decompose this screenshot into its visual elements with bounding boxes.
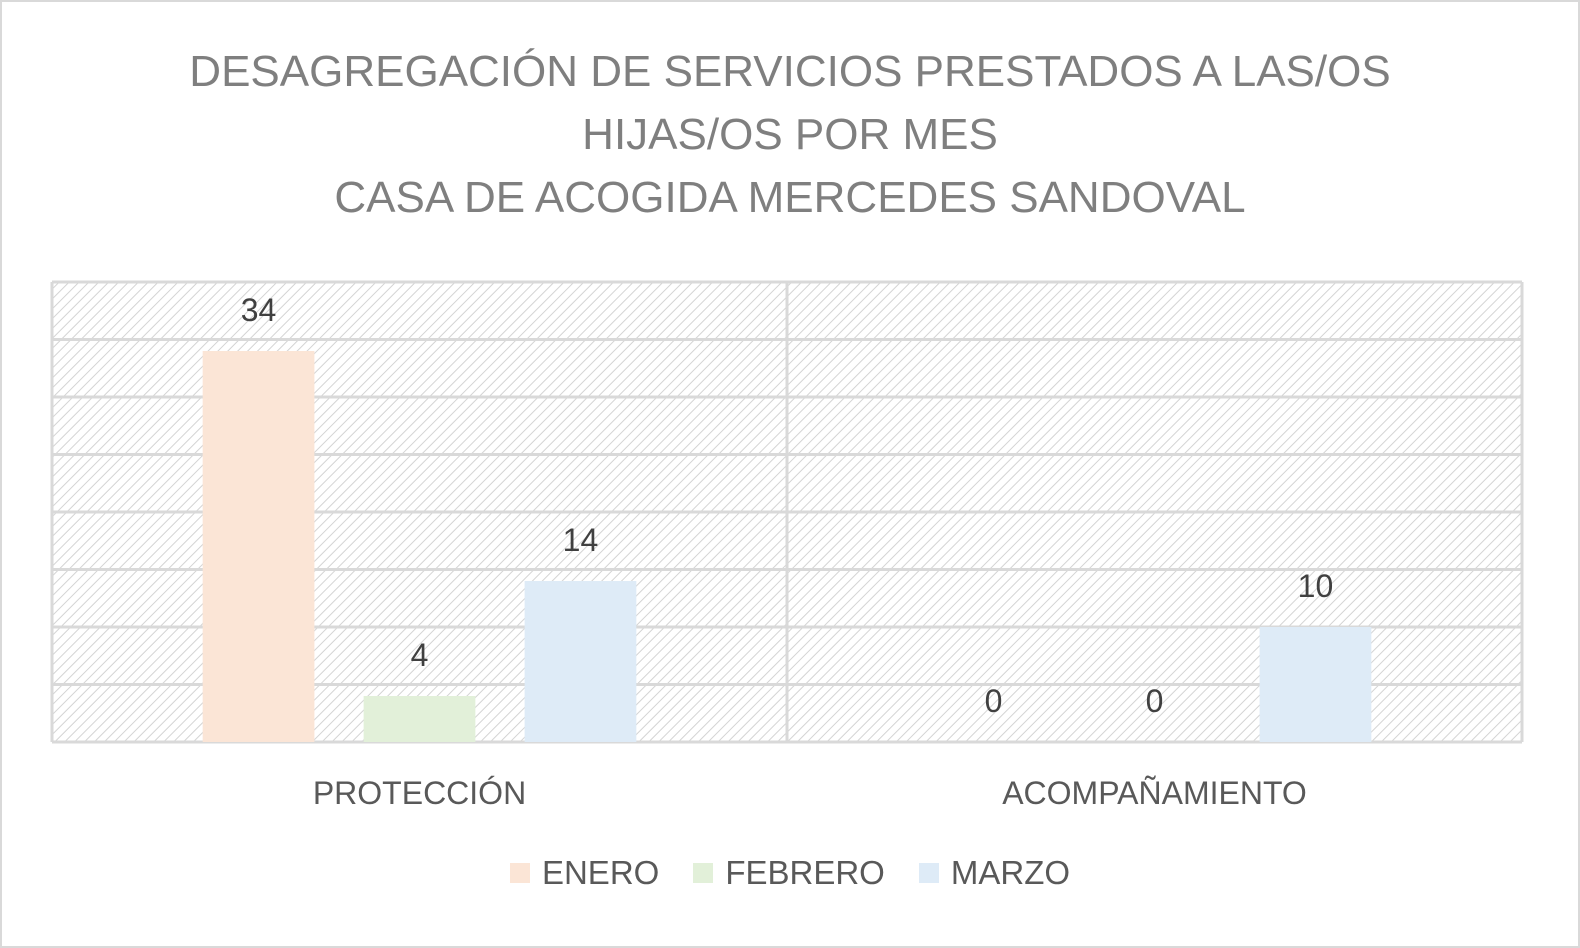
bar-febrero-0 xyxy=(363,696,476,742)
chart-title-line-3: CASA DE ACOGIDA MERCEDES SANDOVAL xyxy=(334,173,1246,222)
legend-item-enero: ENERO xyxy=(509,854,660,892)
data-label-marzo-1: 10 xyxy=(1298,568,1334,604)
bar-enero-0 xyxy=(202,351,315,742)
chart-title: DESAGREGACIÓN DE SERVICIOS PRESTADOS A L… xyxy=(2,40,1578,229)
bar-marzo-1 xyxy=(1259,627,1372,742)
legend-label-enero: ENERO xyxy=(541,854,660,891)
data-label-marzo-0: 14 xyxy=(563,522,599,558)
legend-swatch-marzo xyxy=(918,863,939,883)
data-label-febrero-0: 4 xyxy=(411,637,429,673)
bar-marzo-0 xyxy=(524,581,637,742)
legend-swatch-enero xyxy=(509,863,530,883)
chart-legend: ENERO FEBRERO MARZO xyxy=(2,854,1578,892)
legend-label-febrero: FEBRERO xyxy=(725,854,885,891)
legend-item-marzo: MARZO xyxy=(918,854,1071,892)
category-label-0: PROTECCIÓN xyxy=(313,775,526,811)
chart-title-line-1: DESAGREGACIÓN DE SERVICIOS PRESTADOS A L… xyxy=(189,47,1391,96)
data-label-enero-0: 34 xyxy=(241,292,277,328)
legend-label-marzo: MARZO xyxy=(950,854,1071,891)
category-label-1: ACOMPAÑAMIENTO xyxy=(1002,775,1307,811)
legend-swatch-febrero xyxy=(693,863,714,883)
data-label-febrero-1: 0 xyxy=(1146,683,1164,719)
chart-title-line-2: HIJAS/OS POR MES xyxy=(582,110,998,159)
legend-item-febrero: FEBRERO xyxy=(693,854,885,892)
data-label-enero-1: 0 xyxy=(985,683,1003,719)
